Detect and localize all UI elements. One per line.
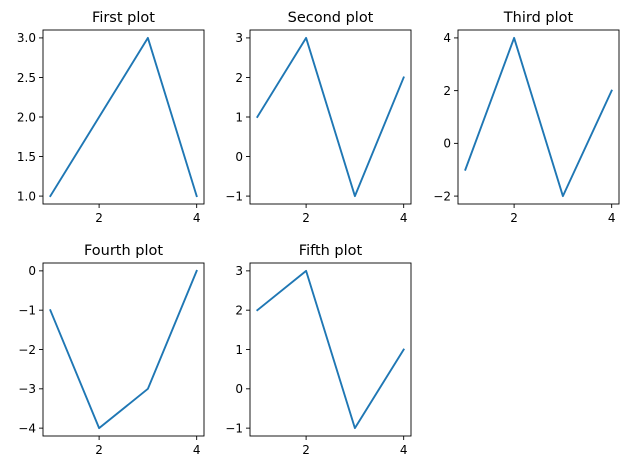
x-tick-label: 4 xyxy=(193,211,201,225)
x-tick-label: 2 xyxy=(302,211,310,225)
second-plot: Second plot 2 4 −1 0 1 2 3 xyxy=(225,10,412,225)
y-tick-label: 1.5 xyxy=(17,150,36,164)
y-tick-label: 0 xyxy=(235,150,243,164)
series-line xyxy=(255,269,405,430)
y-tick-label: 1 xyxy=(235,110,243,124)
y-tick-label: −1 xyxy=(18,303,36,317)
y-tick-label: −4 xyxy=(18,421,36,435)
axes-frame xyxy=(457,29,620,205)
y-tick-label: 0 xyxy=(28,264,36,278)
fourth-plot: Fourth plot 2 4 −4 −3 −2 −1 0 xyxy=(18,243,205,457)
y-tick-label: −3 xyxy=(18,382,36,396)
plot-title: Third plot xyxy=(503,10,574,26)
y-tick-label: 2 xyxy=(443,84,451,98)
y-tick-label: 2 xyxy=(235,71,243,85)
x-tick-label: 2 xyxy=(510,211,518,225)
y-tick-label: −2 xyxy=(18,343,36,357)
plot-title: Fourth plot xyxy=(84,243,163,259)
x-tick-label: 2 xyxy=(95,443,103,457)
y-tick-label: 2 xyxy=(235,303,243,317)
series-line xyxy=(256,36,405,198)
y-tick-label: 3 xyxy=(235,264,243,278)
series-line xyxy=(49,269,198,430)
y-tick-label: 3.0 xyxy=(17,31,36,45)
plot-title: First plot xyxy=(92,10,155,26)
series-line xyxy=(49,36,198,198)
x-tick-label: 4 xyxy=(400,211,408,225)
plot-title: Second plot xyxy=(288,10,374,26)
fifth-plot: Fifth plot 2 4 −1 0 1 2 3 xyxy=(225,243,412,457)
plot-title: Fifth plot xyxy=(299,243,363,259)
series-line xyxy=(464,36,613,198)
first-plot: First plot 2 4 1.0 1.5 2.0 2.5 3.0 xyxy=(17,10,205,225)
x-tick-label: 2 xyxy=(302,443,310,457)
x-tick-label: 4 xyxy=(400,443,408,457)
y-tick-label: −2 xyxy=(433,189,451,203)
y-tick-label: −1 xyxy=(225,189,243,203)
y-tick-label: 2.0 xyxy=(17,110,36,124)
y-tick-label: 1 xyxy=(235,343,243,357)
y-tick-label: −1 xyxy=(225,421,243,435)
y-tick-label: 0 xyxy=(443,137,451,151)
y-tick-label: 2.5 xyxy=(17,71,36,85)
x-tick-label: 4 xyxy=(193,443,201,457)
x-tick-label: 4 xyxy=(608,211,616,225)
y-tick-label: 4 xyxy=(443,31,451,45)
third-plot: Third plot 2 4 −2 0 2 4 xyxy=(433,10,620,225)
y-tick-label: 1.0 xyxy=(17,189,36,203)
y-tick-label: 3 xyxy=(235,31,243,45)
x-tick-label: 2 xyxy=(95,211,103,225)
y-tick-label: 0 xyxy=(235,382,243,396)
